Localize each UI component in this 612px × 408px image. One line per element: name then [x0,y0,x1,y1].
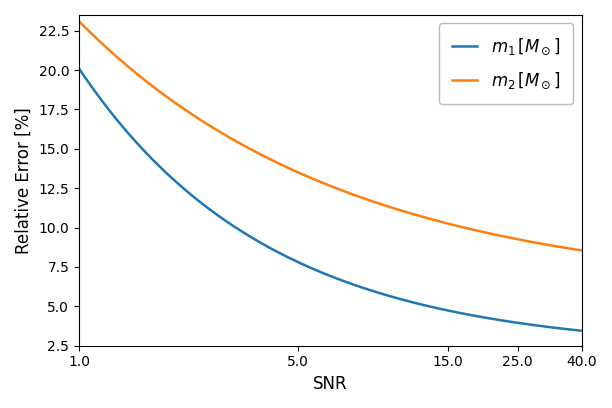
$m_2\,[M_\odot]$ [75,19,83,24]
$m_2\,[M_\odot]$ [297,171,304,176]
$m_2\,[M_\odot]$ [420,215,428,220]
$m_1\,[M_\odot]$ [297,261,304,266]
Legend: $m_1\,[M_\odot]$, $m_2\,[M_\odot]$: $m_1\,[M_\odot]$, $m_2\,[M_\odot]$ [439,23,573,104]
$m_1\,[M_\odot]$ [578,328,585,333]
$m_1\,[M_\odot]$ [476,314,483,319]
$m_2\,[M_\odot]$ [127,66,134,71]
Line: $m_2\,[M_\odot]$: $m_2\,[M_\odot]$ [79,21,581,251]
$m_1\,[M_\odot]$ [278,252,286,257]
$m_2\,[M_\odot]$ [578,248,585,253]
X-axis label: SNR: SNR [313,375,348,393]
$m_2\,[M_\odot]$ [278,163,286,168]
Y-axis label: Relative Error [%]: Relative Error [%] [15,107,33,254]
$m_1\,[M_\odot]$ [127,133,134,138]
$m_1\,[M_\odot]$ [420,303,428,308]
$m_2\,[M_\odot]$ [476,229,483,234]
$m_1\,[M_\odot]$ [468,313,475,317]
$m_2\,[M_\odot]$ [468,227,475,232]
Line: $m_1\,[M_\odot]$: $m_1\,[M_\odot]$ [79,69,581,331]
$m_1\,[M_\odot]$ [75,66,83,71]
